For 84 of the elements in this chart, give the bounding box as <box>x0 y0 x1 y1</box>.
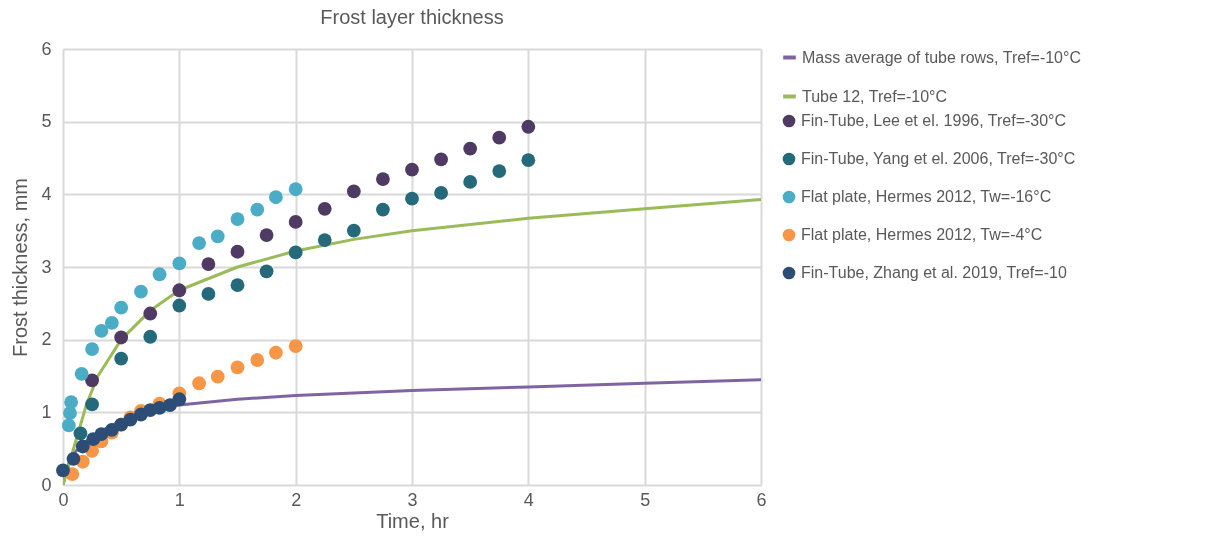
legend-label: Flat plate, Hermes 2012, Tw=-4°C <box>801 226 1043 243</box>
point <box>172 298 187 313</box>
legend-label: Flat plate, Hermes 2012, Tw=-16°C <box>801 188 1052 205</box>
chart-title: Frost layer thickness <box>320 6 504 28</box>
point <box>172 283 187 298</box>
point <box>288 215 303 229</box>
y-tick-label: 0 <box>41 474 52 495</box>
point <box>376 202 390 217</box>
point <box>463 175 478 189</box>
point <box>134 284 148 299</box>
point <box>56 463 70 478</box>
point <box>85 397 99 412</box>
x-tick-label: 3 <box>407 489 418 510</box>
x-tick-label: 4 <box>523 489 534 510</box>
y-axis-title: Frost thickness, mm <box>9 178 32 357</box>
legend-label: Fin-Tube, Yang et el. 2006, Tref=-30°C <box>801 150 1076 167</box>
point <box>230 278 245 293</box>
point <box>94 324 109 338</box>
y-tick-label: 3 <box>41 256 52 277</box>
point <box>288 182 303 197</box>
point <box>250 353 265 367</box>
point <box>376 172 390 186</box>
point <box>317 233 332 247</box>
point <box>172 256 187 271</box>
point <box>64 395 79 410</box>
y-tick-label: 6 <box>41 38 52 59</box>
point <box>463 141 478 156</box>
x-axis-title: Time, hr <box>376 509 450 532</box>
x-tick-label: 2 <box>291 489 302 510</box>
point <box>192 376 206 391</box>
point <box>66 451 81 466</box>
point <box>201 257 216 271</box>
legend-label: Fin-Tube, Lee et el. 1996, Tref=-30°C <box>801 112 1067 129</box>
point <box>521 153 536 168</box>
point <box>74 366 89 381</box>
y-tick-label: 5 <box>41 111 52 132</box>
point <box>492 164 507 178</box>
point <box>192 236 206 250</box>
point <box>259 228 274 242</box>
point <box>317 201 332 216</box>
point <box>143 306 158 321</box>
point <box>346 184 361 199</box>
point <box>230 212 245 226</box>
legend-label: Mass average of tube rows, Tref=-10°C <box>802 48 1081 66</box>
point <box>259 264 274 279</box>
point <box>405 162 419 177</box>
x-tick-label: 5 <box>640 489 651 510</box>
point <box>85 342 99 356</box>
point <box>269 190 283 205</box>
legend-label: Tube 12, Tref=-10°C <box>802 87 947 105</box>
point <box>250 202 265 217</box>
point <box>61 418 76 433</box>
point <box>288 339 303 354</box>
point <box>75 439 90 454</box>
point <box>346 223 361 238</box>
point <box>114 300 129 315</box>
point <box>210 229 225 244</box>
x-tick-label: 0 <box>58 489 69 510</box>
point <box>85 373 99 388</box>
point <box>73 426 88 441</box>
point <box>104 316 119 330</box>
point <box>492 130 507 145</box>
point <box>210 369 225 384</box>
point <box>172 392 187 407</box>
legend-label: Fin-Tube, Zhang et al. 2019, Tref=-10 <box>801 264 1067 281</box>
point <box>521 119 536 134</box>
point <box>230 360 245 375</box>
point <box>201 287 216 301</box>
point <box>114 330 129 345</box>
x-tick-label: 6 <box>756 489 767 510</box>
y-tick-label: 2 <box>41 329 52 350</box>
point <box>269 345 283 360</box>
x-tick-label: 1 <box>174 489 185 510</box>
point <box>434 152 448 167</box>
y-tick-label: 4 <box>41 183 52 204</box>
y-tick-label: 1 <box>41 401 52 422</box>
point <box>434 186 448 200</box>
point <box>405 191 419 206</box>
point <box>230 244 245 259</box>
point <box>143 329 158 344</box>
point <box>114 351 129 366</box>
point <box>94 427 109 442</box>
point <box>288 245 303 260</box>
point <box>152 267 167 282</box>
